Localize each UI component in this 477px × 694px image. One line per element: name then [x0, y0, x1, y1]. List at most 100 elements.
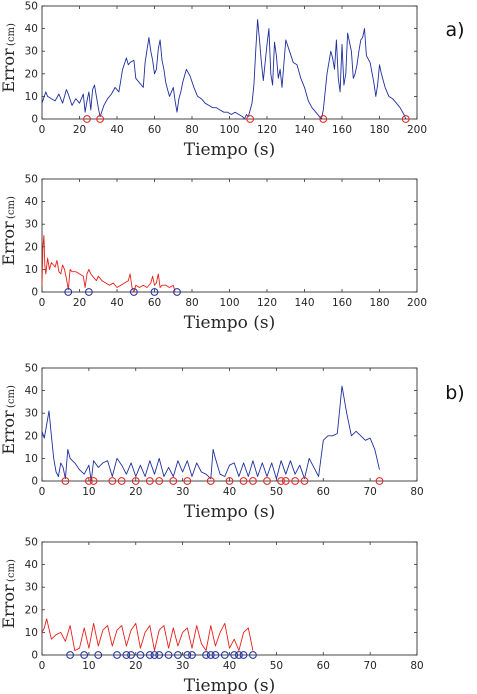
panel-2-marker [64, 288, 73, 296]
panel-4-marker [80, 651, 89, 659]
panel-3-marker [131, 477, 140, 485]
panel-1-marker [319, 115, 328, 123]
panel-3-ylabel-group: Error (cm) [0, 385, 18, 455]
panel-3-ytick-label: 20 [25, 430, 38, 442]
panel-3-xtick-label: 80 [410, 486, 423, 498]
panel-3: 0 10 20 30 40 50 60 70 80 0 10 20 30 40 50 Tiempo (s) Er… [0, 363, 465, 523]
panel-4-marker [234, 651, 243, 659]
panel-3-marker [277, 477, 285, 485]
panel-4-marker [127, 651, 135, 659]
panel-4-ytick-label: 50 [25, 537, 38, 549]
panel-4-ytick-label: 30 [25, 582, 38, 594]
panel-3-xtick-label: 50 [270, 486, 283, 498]
panel-4-marker [230, 651, 239, 659]
panel-3-xtick-label: 20 [129, 486, 142, 498]
panel-3-marker [145, 477, 154, 485]
panel-3-series-line [41, 385, 380, 482]
panel-3-xtick-label: 70 [363, 486, 376, 498]
panel-4: 0 10 20 30 40 50 60 70 80 0 10 20 30 40 50 Tiempo (s) Er… [0, 537, 424, 694]
panel-1-ylabel-unit: (cm) [6, 23, 17, 46]
panel-3-ylabel-unit: (cm) [6, 385, 17, 408]
panel-1-ytick-label: 10 [25, 91, 38, 103]
panel-4-marker [136, 651, 145, 659]
panel-2-xtick-label: 180 [369, 297, 389, 309]
panel-2-xlabel: Tiempo (s) [184, 313, 275, 333]
panel-3-tag: b) [445, 382, 464, 404]
panel-2-xtick-label: 40 [110, 297, 123, 309]
panel-4-marker [183, 651, 192, 659]
panel-2-ylabel-group: Error (cm) [0, 196, 18, 266]
panel-4-marker [239, 651, 248, 659]
panel-2-xtick-label: 140 [294, 297, 314, 309]
panel-1-xtick-label: 100 [219, 124, 239, 136]
panel-4-marker [188, 651, 196, 659]
panel-3-marker [281, 477, 290, 485]
panel-3-marker [291, 477, 300, 485]
panel-1-ytick-label: 30 [25, 46, 38, 58]
panel-3-xtick-label: 60 [317, 486, 330, 498]
panel-4-ytick-label: 40 [25, 559, 38, 571]
panel-1-marker [96, 115, 105, 123]
panel-4-ytick-label: 20 [25, 604, 38, 616]
panel-2-xtick-label: 120 [257, 297, 277, 309]
panel-2-marker [150, 288, 159, 296]
panel-4-marker [211, 651, 220, 659]
panel-3-ytick-label: 40 [25, 385, 38, 397]
panel-2-ylabel-unit: (cm) [6, 196, 17, 219]
panel-3-ylabel: Error [0, 410, 18, 455]
panel-4-xtick-label: 30 [176, 660, 189, 672]
panel-1-xlabel: Tiempo (s) [184, 140, 275, 160]
panel-3-marker [300, 477, 309, 485]
panel-3-xtick-label: 30 [176, 486, 189, 498]
panel-4-marker [113, 651, 121, 659]
panel-3-marker [169, 477, 178, 485]
panel-3-marker [89, 477, 98, 485]
panel-1-xtick-label: 60 [148, 124, 161, 136]
panel-4-ylabel: Error [0, 584, 18, 629]
panel-4-xtick-label: 80 [410, 660, 423, 672]
panel-2-xtick-label: 200 [407, 297, 427, 309]
panel-2-marker [173, 288, 181, 296]
panel-4-marker [206, 651, 215, 659]
panel-3-marker [108, 477, 117, 485]
panel-1-ytick-label: 50 [25, 1, 38, 13]
panel-3-marker [61, 477, 70, 485]
panel-4-marker [150, 651, 159, 659]
panel-1-xtick-label: 40 [110, 124, 123, 136]
panel-2-ytick-label: 10 [25, 264, 38, 276]
panel-2-marker [129, 288, 138, 296]
panel-1: 0 20 40 60 80 100 120 140 160 180 200 0 10 20 30 40 50 Ti… [0, 1, 465, 161]
panel-1-marker [401, 115, 410, 123]
panel-2-xtick-label: 60 [148, 297, 161, 309]
panel-3-marker [206, 477, 215, 485]
panel-3-ytick-label: 10 [25, 453, 38, 465]
panel-2-xtick-label: 80 [185, 297, 198, 309]
panel-1-xtick-label: 180 [369, 124, 389, 136]
panel-2-ytick-label: 50 [25, 174, 38, 186]
panel-2-ytick-label: 20 [25, 241, 38, 253]
panel-4-xtick-label: 20 [129, 660, 142, 672]
panel-4-ytick-label: 0 [31, 650, 38, 662]
panel-4-marker [94, 651, 103, 659]
panel-1-xtick-label: 160 [332, 124, 352, 136]
panel-3-ytick-label: 0 [31, 476, 38, 488]
panel-4-xtick-label: 40 [223, 660, 236, 672]
panel-4-marker [164, 651, 173, 659]
panel-4-xtick-label: 60 [317, 660, 330, 672]
panel-1-axes-box [41, 5, 418, 120]
panel-2-xtick-label: 0 [39, 297, 46, 309]
panel-3-marker [84, 477, 93, 485]
panel-1-xtick-label: 0 [39, 124, 46, 136]
panel-4-ylabel-unit: (cm) [6, 559, 17, 582]
panel-3-marker [225, 477, 234, 485]
panel-4-marker [66, 651, 75, 659]
panel-2-marker [84, 288, 93, 296]
panel-3-marker [263, 477, 271, 485]
panel-1-xtick-label: 120 [257, 124, 277, 136]
panel-1-ylabel: Error [0, 48, 18, 93]
panel-4-marker [202, 651, 210, 659]
panel-3-marker [117, 477, 126, 485]
panel-1-ylabel-group: Error (cm) [0, 23, 18, 93]
panel-1-xtick-label: 80 [185, 124, 198, 136]
